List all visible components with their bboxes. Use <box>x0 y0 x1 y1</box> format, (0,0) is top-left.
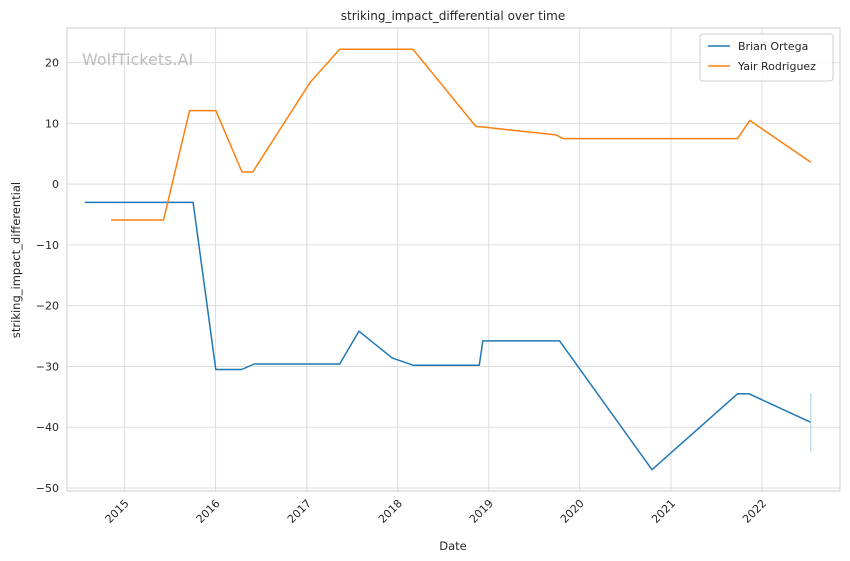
y-tick-label: −10 <box>36 239 59 252</box>
y-axis-ticks: −50 −40 −30 −20 −10 0 10 20 <box>36 57 59 495</box>
x-axis-label: Date <box>439 539 467 553</box>
watermark: WolfTickets.AI <box>82 50 193 69</box>
series-line-yair-rodriguez <box>111 48 812 221</box>
plot-background <box>67 28 840 491</box>
plot-area <box>66 27 841 492</box>
plot-frame <box>66 27 841 492</box>
y-tick-label: 0 <box>52 178 59 191</box>
legend: Brian Ortega Yair Rodriguez <box>699 33 834 82</box>
legend-box <box>699 33 834 82</box>
series-line-brian-ortega <box>84 201 812 471</box>
series-layer <box>84 48 812 471</box>
y-tick-label: −20 <box>36 300 59 313</box>
y-tick-label: −40 <box>36 421 59 434</box>
gridlines <box>67 28 840 491</box>
y-tick-label: −30 <box>36 360 59 373</box>
chart-title: striking_impact_differential over time <box>341 9 566 23</box>
legend-label-yair-rodriguez: Yair Rodriguez <box>737 60 816 73</box>
y-axis-label: striking_impact_differential <box>9 182 23 338</box>
y-tick-label: 10 <box>45 117 59 130</box>
legend-label-brian-ortega: Brian Ortega <box>738 40 808 53</box>
y-tick-label: 20 <box>45 57 59 70</box>
y-tick-label: −50 <box>36 482 59 495</box>
